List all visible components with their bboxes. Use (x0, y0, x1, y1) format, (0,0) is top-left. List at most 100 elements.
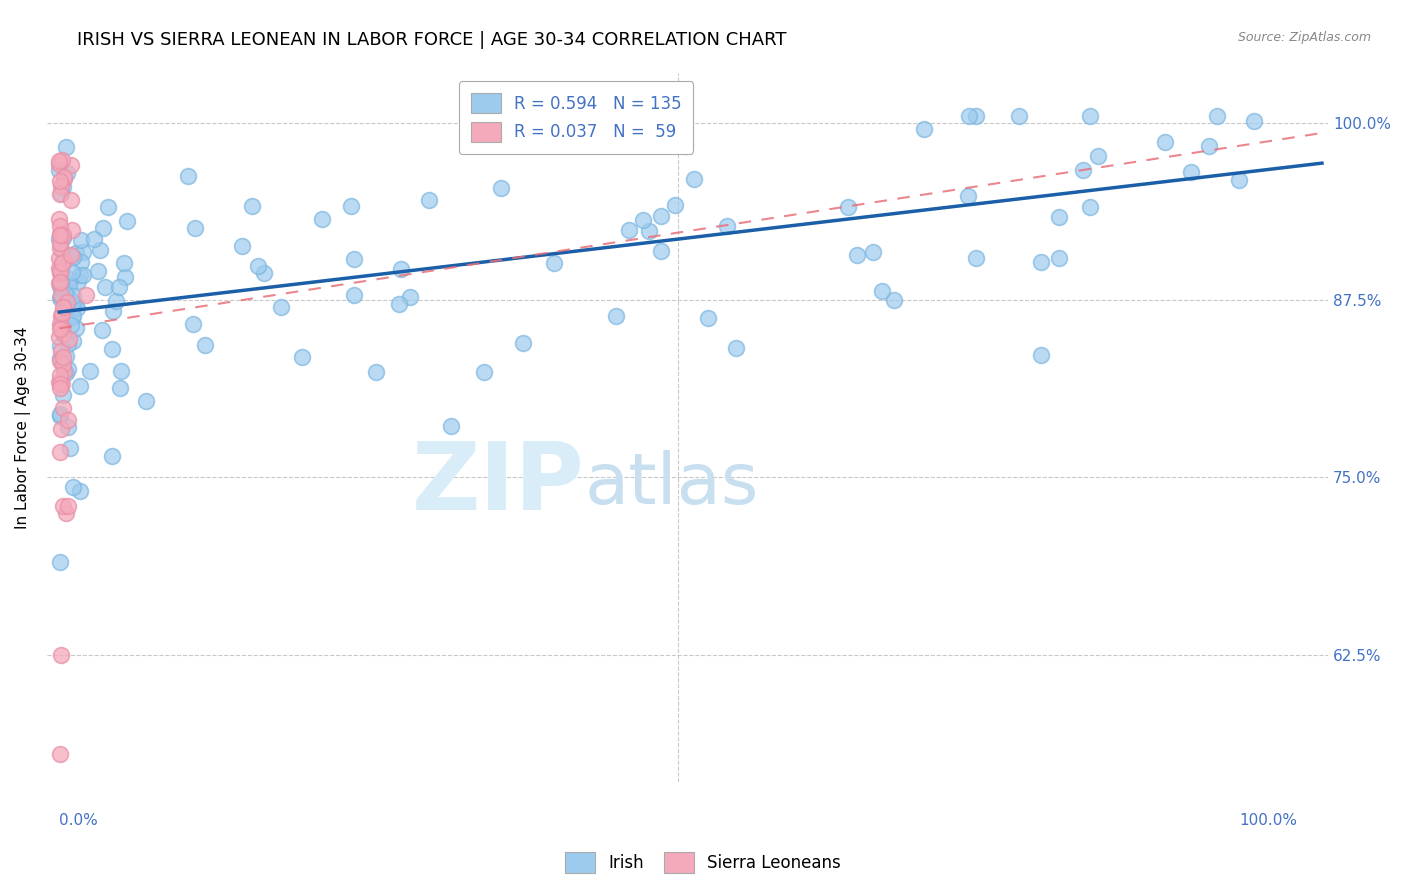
Point (1180, 165, 1202, 179)
Point (91, 221, 114, 235)
Point (60, 223, 83, 237)
Text: IRISH VS SIERRA LEONEAN IN LABOR FORCE | AGE 30-34 CORRELATION CHART: IRISH VS SIERRA LEONEAN IN LABOR FORCE |… (77, 31, 787, 49)
Point (52, 280, 75, 294)
Point (51, 320, 73, 334)
Point (52, 300, 75, 314)
Point (67, 274, 90, 288)
Point (79, 364, 101, 378)
Point (107, 280, 129, 294)
Point (58, 278, 80, 293)
Point (49, 291, 72, 305)
Point (49, 275, 72, 289)
Point (69, 268, 91, 282)
Point (101, 449, 124, 463)
Point (1071, 163, 1094, 178)
Point (48, 329, 70, 343)
Point (291, 350, 314, 364)
Point (49, 322, 72, 336)
Point (52, 401, 75, 416)
Point (101, 342, 124, 356)
Point (965, 109, 987, 123)
Point (650, 209, 672, 223)
Point (664, 198, 686, 212)
Point (62, 289, 84, 303)
Point (49, 266, 72, 280)
Text: ZIP: ZIP (412, 439, 585, 531)
Point (48, 376, 70, 390)
Point (1087, 149, 1109, 163)
Point (883, 293, 905, 308)
Point (724, 341, 747, 355)
Point (846, 248, 869, 262)
Point (862, 245, 884, 260)
Point (51, 305, 73, 319)
Point (1029, 255, 1052, 269)
Point (48, 251, 70, 265)
Point (650, 244, 672, 258)
Point (51, 319, 73, 334)
Point (48, 154, 70, 169)
Point (49, 287, 72, 301)
Point (89, 243, 111, 257)
Point (52, 326, 75, 340)
Point (56, 362, 79, 376)
Point (49, 235, 72, 250)
Text: Source: ZipAtlas.com: Source: ZipAtlas.com (1237, 31, 1371, 45)
Point (48, 409, 70, 423)
Point (49, 343, 72, 358)
Point (472, 365, 495, 379)
Point (52, 169, 75, 184)
Point (51, 260, 73, 274)
Point (49, 241, 72, 255)
Point (52, 388, 75, 402)
Point (65, 321, 87, 335)
Point (49, 339, 72, 353)
Point (673, 138, 696, 153)
Point (58, 271, 80, 285)
Point (682, 172, 704, 186)
Point (135, 393, 157, 408)
Point (62, 310, 84, 324)
Point (70, 233, 93, 247)
Point (55, 140, 77, 154)
Point (72, 245, 94, 260)
Point (52, 350, 75, 364)
Point (48, 555, 70, 569)
Text: 100.0%: 100.0% (1239, 813, 1298, 828)
Point (965, 251, 987, 265)
Point (1008, 109, 1031, 123)
Point (56, 300, 79, 314)
Point (56, 420, 79, 434)
Point (60, 310, 83, 324)
Point (52, 499, 75, 513)
Point (49, 277, 72, 291)
Point (49, 186, 72, 201)
Point (1227, 173, 1250, 187)
Point (1029, 348, 1052, 362)
Point (340, 199, 363, 213)
Point (48, 276, 70, 290)
Point (51, 178, 73, 193)
Point (343, 252, 366, 266)
Point (59, 441, 82, 455)
Point (55, 295, 77, 310)
Point (62, 480, 84, 494)
Point (110, 381, 132, 395)
Point (633, 213, 655, 227)
Point (489, 181, 512, 195)
Point (716, 219, 738, 233)
Point (52, 230, 75, 244)
Point (543, 256, 565, 270)
Point (311, 212, 333, 227)
Point (270, 300, 292, 314)
Point (1078, 109, 1101, 123)
Point (105, 293, 128, 308)
Point (49, 422, 72, 436)
Point (62, 250, 84, 264)
Point (697, 311, 720, 326)
Point (48, 156, 70, 170)
Point (439, 418, 461, 433)
Point (837, 200, 859, 214)
Point (48, 232, 70, 246)
Point (51, 244, 73, 258)
